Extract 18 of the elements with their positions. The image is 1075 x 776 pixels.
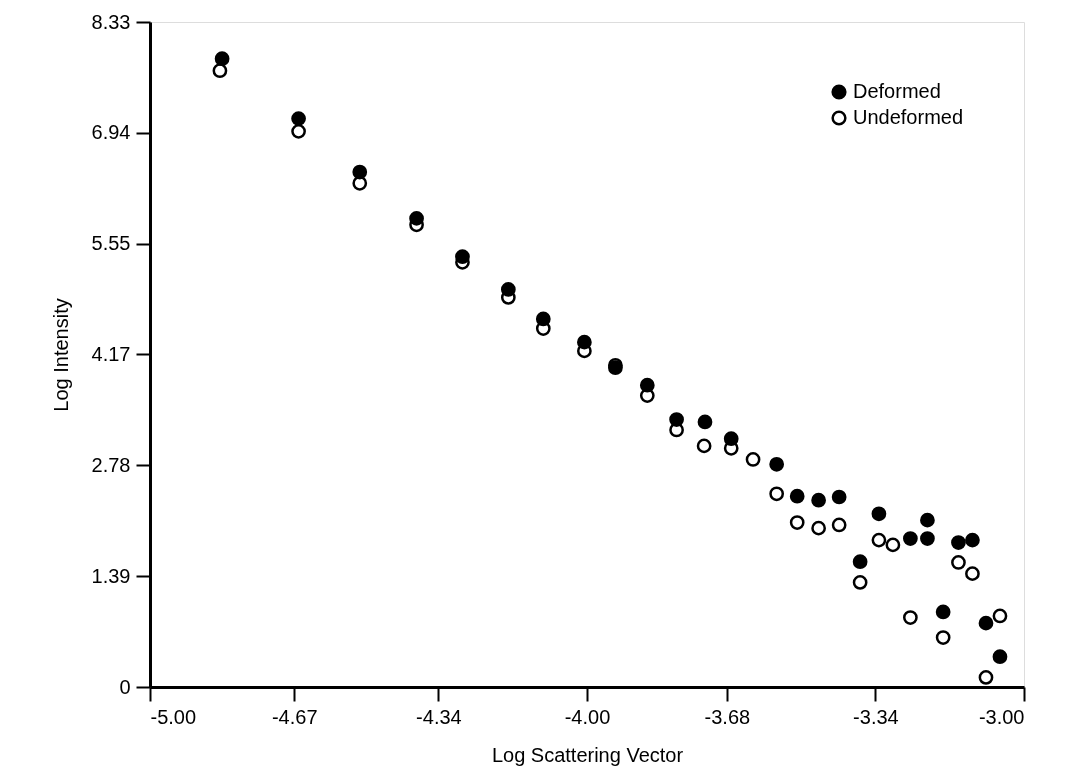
y-tick-label: 6.94 <box>91 121 131 144</box>
x-tick-label: -4.00 <box>564 705 611 728</box>
y-tick-label: 4.17 <box>91 342 131 365</box>
x-axis-title: Log Scattering Vector <box>491 743 684 766</box>
x-tick-label: -4.34 <box>416 705 462 728</box>
y-tick-label: 1.39 <box>91 564 131 587</box>
x-tick-label: -3.00 <box>978 705 1025 728</box>
y-axis-title: Log Intensity <box>49 298 72 412</box>
y-tick-label: 5.55 <box>91 232 131 255</box>
x-tick-label: -4.67 <box>271 705 318 728</box>
x-tick-label: -5.00 <box>150 705 197 728</box>
legend-label: Deformed <box>853 80 941 102</box>
x-tick-label: -3.68 <box>704 705 751 728</box>
y-tick-label: 0 <box>119 675 131 698</box>
legend-label: Undeformed <box>853 106 964 128</box>
y-tick-label: 8.33 <box>91 10 131 33</box>
x-tick-label: -3.34 <box>853 705 899 728</box>
y-tick-label: 2.78 <box>91 453 131 476</box>
